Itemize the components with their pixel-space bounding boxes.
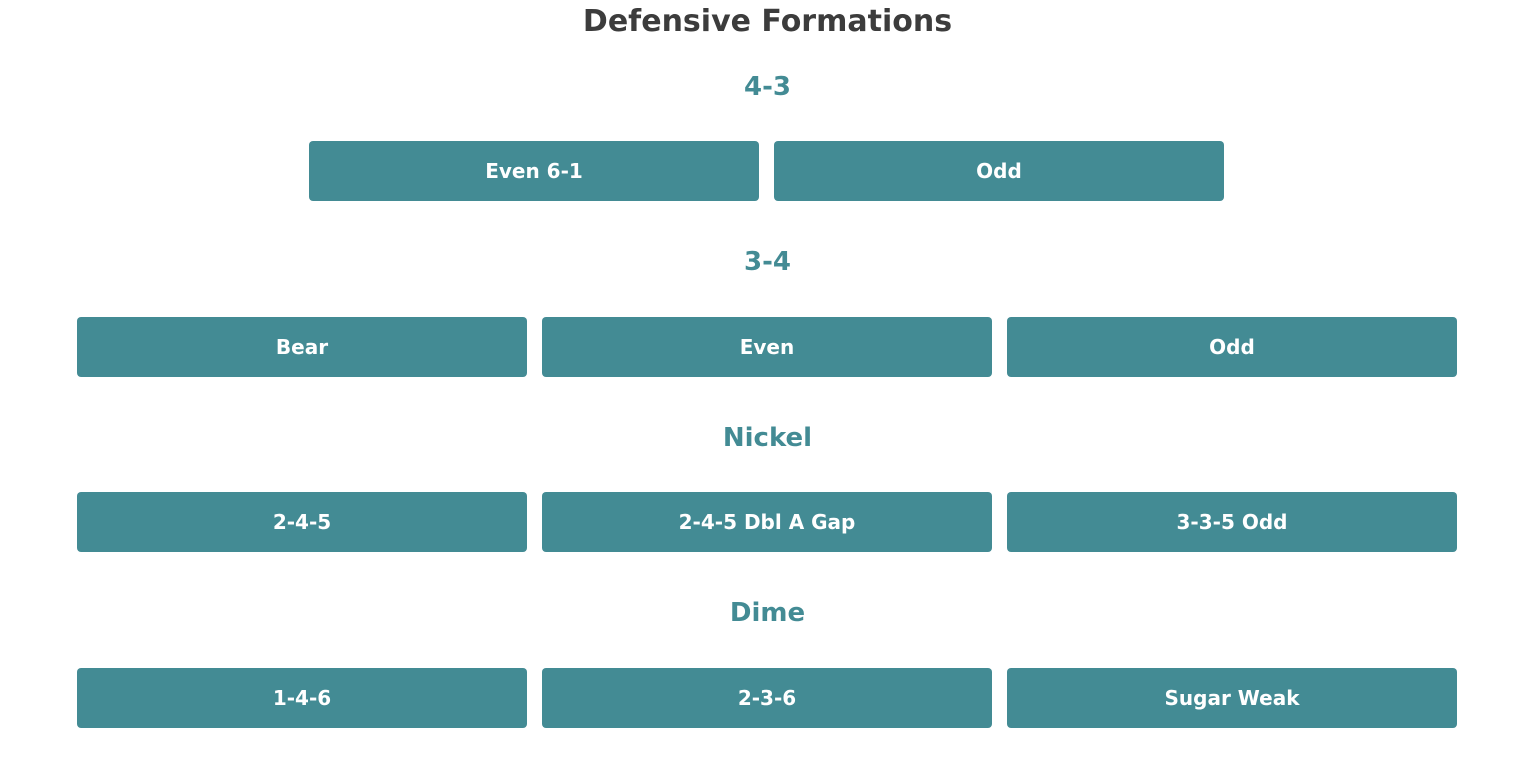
- section-heading-dime: Dime: [729, 598, 806, 628]
- formation-button-odd-3-4[interactable]: Odd: [1007, 317, 1457, 377]
- formation-button-2-3-6[interactable]: 2-3-6: [542, 668, 992, 728]
- button-row-4-3: Even 6-1 Odd: [309, 141, 1224, 201]
- formation-button-2-4-5-dbl-a-gap[interactable]: 2-4-5 Dbl A Gap: [542, 492, 992, 552]
- button-row-nickel: 2-4-5 2-4-5 Dbl A Gap 3-3-5 Odd: [77, 492, 1457, 552]
- formation-button-even-6-1[interactable]: Even 6-1: [309, 141, 759, 201]
- section-heading-nickel: Nickel: [722, 423, 813, 453]
- page-title: Defensive Formations: [582, 4, 953, 39]
- formation-button-even[interactable]: Even: [542, 317, 992, 377]
- formation-button-odd-4-3[interactable]: Odd: [774, 141, 1224, 201]
- section-heading-4-3: 4-3: [744, 72, 791, 102]
- formation-button-1-4-6[interactable]: 1-4-6: [77, 668, 527, 728]
- button-row-dime: 1-4-6 2-3-6 Sugar Weak: [77, 668, 1457, 728]
- formation-button-3-3-5-odd[interactable]: 3-3-5 Odd: [1007, 492, 1457, 552]
- button-row-3-4: Bear Even Odd: [77, 317, 1457, 377]
- formation-button-bear[interactable]: Bear: [77, 317, 527, 377]
- formation-button-2-4-5[interactable]: 2-4-5: [77, 492, 527, 552]
- section-heading-3-4: 3-4: [744, 247, 791, 277]
- formation-button-sugar-weak[interactable]: Sugar Weak: [1007, 668, 1457, 728]
